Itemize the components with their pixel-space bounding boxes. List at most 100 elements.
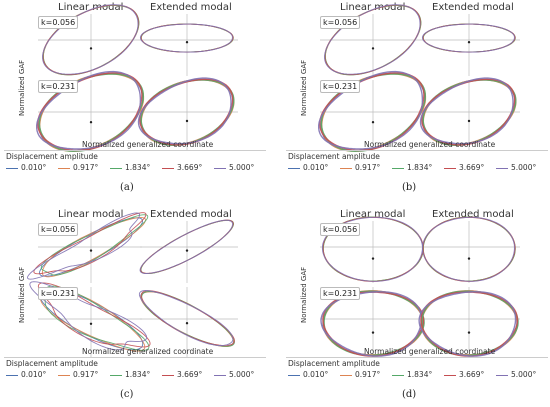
y-axis-label: Normalized GAF (18, 59, 26, 116)
series-curve (420, 78, 516, 146)
plot-area (27, 212, 238, 357)
marker-dot (89, 322, 93, 325)
legend-label: 1.834° (125, 370, 151, 379)
legend-swatch (444, 167, 456, 169)
legend-label: 0.010° (303, 370, 329, 379)
subplot-title-linear-modal: Linear modal (58, 209, 124, 220)
legend-swatch (340, 167, 352, 169)
series-curve (419, 77, 514, 145)
legend-swatch (6, 167, 18, 169)
panel-caption: (d) (402, 389, 417, 400)
legend-item: 0.917° (58, 370, 98, 379)
legend-label: 0.010° (21, 163, 47, 172)
series-curve (322, 291, 425, 357)
series-curve (324, 4, 421, 75)
marker-dot (185, 41, 189, 44)
legend-swatch (162, 167, 174, 169)
series-curve (139, 219, 234, 274)
series-curve (421, 216, 515, 282)
legend-item: 3.669° (162, 370, 202, 379)
legend-swatch (288, 374, 300, 376)
y-axis-label: Normalized GAF (300, 59, 308, 116)
legend-label: 1.834° (125, 163, 151, 172)
marker-dot (371, 47, 375, 50)
k-label-bottom: k=0.231 (320, 287, 361, 300)
legend-label: 3.669° (459, 370, 485, 379)
legend-label: 0.917° (355, 163, 381, 172)
series-curve (321, 216, 423, 282)
k-label-bottom: k=0.231 (38, 287, 79, 300)
legend-item: 1.834° (110, 370, 150, 379)
legend-swatch (496, 167, 508, 169)
legend-label: 0.010° (21, 370, 47, 379)
legend-item: 0.010° (6, 370, 46, 379)
legend-item: 1.834° (392, 163, 432, 172)
legend-item: 0.917° (340, 370, 380, 379)
y-axis-label: Normalized GAF (300, 266, 308, 323)
legend-item: 0.010° (288, 370, 328, 379)
k-label-top: k=0.056 (38, 16, 79, 29)
legend-title: Displacement amplitude (288, 152, 380, 161)
panel-a: Linear modal Extended modal k=0.056 k=0.231… (0, 0, 268, 200)
legend-label: 5.000° (229, 370, 255, 379)
legend-title: Displacement amplitude (6, 359, 98, 368)
legend-swatch (214, 374, 226, 376)
legend-label: 3.669° (177, 163, 203, 172)
legend-title: Displacement amplitude (288, 359, 380, 368)
series-curve (138, 78, 234, 146)
x-axis-label: Normalized generalized coordinate (82, 347, 214, 356)
subplot-title-linear-modal: Linear modal (340, 2, 406, 13)
series-curve (29, 281, 148, 351)
k-label-top: k=0.056 (320, 16, 361, 29)
x-axis-label: Normalized generalized coordinate (82, 140, 214, 149)
legend-divider (286, 357, 548, 358)
marker-dot (467, 41, 471, 44)
marker-dot (89, 121, 93, 124)
legend-item: 3.669° (444, 163, 484, 172)
series-curve (139, 23, 233, 53)
marker-dot (371, 331, 375, 334)
marker-dot (185, 322, 189, 325)
legend-swatch (6, 374, 18, 376)
series-curve (420, 291, 519, 357)
legend-label: 5.000° (511, 163, 537, 172)
legend-swatch (392, 167, 404, 169)
marker-dot (371, 257, 375, 260)
series-curve (319, 72, 425, 152)
legend-item: 5.000° (214, 163, 254, 172)
marker-dot (185, 119, 189, 123)
legend-item: 0.917° (58, 163, 98, 172)
legend-item: 5.000° (496, 163, 536, 172)
legend-item: 0.010° (288, 163, 328, 172)
marker-dot (89, 249, 93, 252)
series-curve (320, 291, 423, 357)
y-axis-label: Normalized GAF (18, 266, 26, 323)
legend-label: 0.917° (73, 163, 99, 172)
marker-dot (467, 119, 471, 123)
marker-dot (371, 121, 375, 124)
legend-item: 1.834° (392, 370, 432, 379)
legend-swatch (162, 374, 174, 376)
legend-swatch (444, 374, 456, 376)
marker-dot (467, 331, 471, 334)
panel-b: Linear modal Extended modal k=0.056 k=0.231… (282, 0, 550, 200)
legend-label: 0.917° (73, 370, 99, 379)
plot-area (318, 4, 520, 153)
legend-label: 0.010° (303, 163, 329, 172)
panel-caption: (b) (402, 182, 417, 193)
panel-c: Linear modal Extended modal k=0.056 k=0.231… (0, 207, 268, 407)
subplot-title-extended-modal: Extended modal (432, 209, 514, 220)
series-curve (421, 23, 515, 53)
subplot-title-extended-modal: Extended modal (150, 2, 232, 13)
legend-item: 5.000° (496, 370, 536, 379)
plot-area (320, 216, 520, 357)
series-curve (137, 77, 232, 145)
k-label-top: k=0.056 (38, 223, 79, 236)
panel-d: Linear modal Extended modal k=0.056 k=0.231… (282, 207, 550, 407)
subplot-title-linear-modal: Linear modal (340, 209, 406, 220)
series-curve (318, 70, 424, 150)
legend-item: 0.917° (340, 163, 380, 172)
series-curve (140, 290, 235, 346)
legend-swatch (110, 167, 122, 169)
legend-label: 0.917° (355, 370, 381, 379)
